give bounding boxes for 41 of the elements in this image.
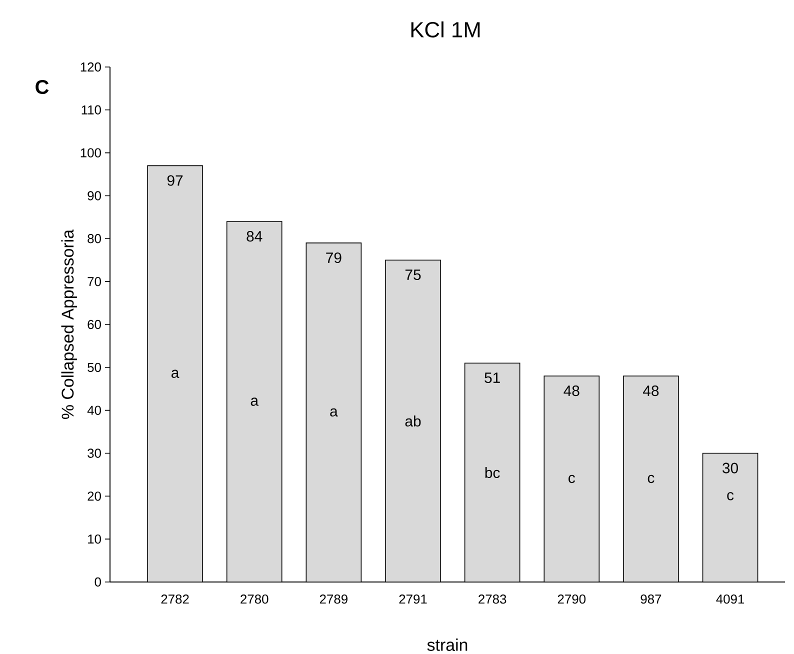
x-tick-label: 2789 [320, 594, 348, 604]
y-tick-label: 100 [80, 148, 101, 158]
chart-title: KCl 1M [411, 21, 480, 38]
y-tick-label: 70 [88, 276, 101, 286]
x-tick-label: 2790 [558, 594, 586, 604]
y-tick-label: 0 [94, 577, 101, 587]
x-tick-label: 2780 [240, 594, 268, 604]
annotation: c [727, 492, 734, 500]
y-tick-label: 20 [88, 492, 101, 501]
data-label: 97 [167, 175, 183, 186]
y-tick-label: 120 [80, 62, 101, 72]
y-tick-label: 50 [88, 362, 101, 372]
data-label: 75 [405, 270, 421, 280]
y-tick-label: 40 [87, 406, 101, 415]
annotation: c [568, 474, 575, 484]
y-tick-label: 90 [88, 191, 101, 200]
annotation: a [250, 398, 259, 406]
y-tick-label: 30 [88, 448, 101, 458]
x-tick-label: 4091 [716, 594, 744, 604]
data-label: 84 [246, 231, 262, 242]
y-tick-label: 10 [88, 534, 101, 544]
x-tick-label: 2791 [399, 594, 427, 604]
annotation: bc [485, 467, 500, 478]
x-axis-title: strain [427, 638, 468, 651]
y-tick-label: 110 [82, 105, 101, 114]
annotation: a [172, 370, 180, 378]
data-label: 51 [484, 372, 500, 384]
y-tick-label: 60 [88, 320, 101, 330]
x-tick-label: 987 [640, 594, 662, 604]
y-tick-label: 80 [88, 234, 101, 244]
x-tick-label: 2782 [161, 594, 189, 604]
annotation: ab [405, 416, 421, 427]
annotation: c [648, 474, 654, 484]
data-label: 79 [326, 252, 342, 264]
annotation: a [330, 408, 338, 417]
data-label: 30 [722, 462, 738, 474]
data-label: 48 [564, 386, 580, 396]
y-axis-title: % Collapsed Appressoria [61, 229, 78, 419]
x-tick-label: 2783 [478, 594, 506, 604]
text: C [36, 80, 49, 94]
data-label: 48 [642, 386, 659, 396]
